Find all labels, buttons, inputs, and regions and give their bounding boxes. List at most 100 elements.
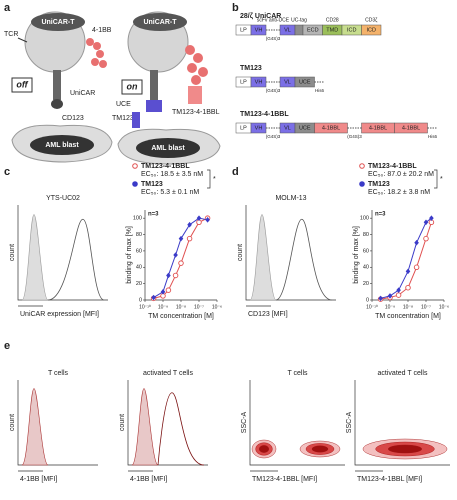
axis [144, 210, 217, 301]
y-axis-label: SSC-A [241, 411, 248, 433]
x-axis-label: TM123-4-1BBL [MFI] [357, 476, 422, 483]
x-axis-label: UniCAR expression [MFI] [20, 311, 99, 318]
legend-marker [359, 163, 365, 169]
point [205, 217, 210, 223]
legend-marker [132, 163, 138, 169]
x-tick-label: 10⁻⁷ [421, 304, 431, 310]
legend-marker [359, 181, 365, 187]
x-tick-label: 10⁻⁹ [385, 304, 395, 310]
density-contour [311, 445, 329, 453]
point [151, 294, 156, 301]
point [187, 221, 192, 228]
segment-label: LP [240, 125, 247, 131]
density-contour [259, 445, 270, 453]
plot-title: T cells [287, 370, 308, 377]
y-tick-label: 0 [139, 297, 142, 303]
point [395, 292, 402, 298]
y-axis-label: count [119, 414, 126, 431]
y-tick-label: 40 [363, 265, 369, 271]
segment-label: TMD [326, 27, 338, 33]
y-tick-label: 40 [136, 265, 142, 271]
plot-title: T cells [48, 370, 69, 377]
point [405, 268, 411, 275]
segment-label: VL [284, 125, 291, 131]
segment-label: LP [240, 27, 247, 33]
x-axis-label: CD123 [MFI] [248, 311, 288, 318]
bracket [207, 169, 211, 189]
legend-marker [132, 181, 138, 187]
segment [361, 24, 382, 36]
state-label: off [16, 79, 28, 89]
curve [153, 217, 208, 298]
panel-label: b [232, 2, 239, 14]
y-tick-label: 80 [363, 232, 369, 238]
pointer [17, 37, 28, 43]
tm-module [146, 100, 162, 112]
cell-label: AML blast [151, 145, 185, 152]
y-axis-label: count [9, 414, 16, 431]
y-axis-label: count [237, 244, 244, 261]
construct-name: 28/ζ UniCAR [240, 13, 281, 20]
axis [249, 380, 345, 466]
density-contour [388, 444, 423, 454]
segment-label: ICD [367, 27, 377, 33]
point [196, 215, 202, 221]
construct-name: TM123 [240, 65, 262, 72]
x-tick-label: 10⁻¹⁰ [366, 304, 378, 310]
y-tick-label: 0 [366, 297, 369, 303]
cell-label-bg [133, 13, 187, 31]
legend-label: TM123 [141, 181, 163, 188]
curve [153, 217, 208, 299]
y-axis-label: SSC-A [346, 411, 353, 433]
point [429, 215, 434, 221]
linker-label: (G4S)3 [266, 134, 281, 139]
point [396, 287, 401, 293]
label: 4-1BB [92, 27, 112, 34]
point [186, 235, 193, 242]
nucleus [30, 135, 94, 155]
unicar-receptor [51, 99, 63, 109]
point [166, 272, 171, 279]
segment-label: 4-1BBL [402, 125, 420, 131]
x-tick-label: 10⁻⁶ [212, 304, 222, 310]
linker-label: His6 [428, 134, 437, 139]
bracket [434, 169, 438, 189]
x-tick-label: 10⁻¹⁰ [139, 304, 151, 310]
point [414, 239, 419, 246]
nucleus [136, 138, 200, 158]
histogram-control [21, 388, 49, 466]
axis [354, 380, 450, 466]
legend-label: TM123-4-1BBL [141, 163, 190, 170]
y-tick-label: 20 [363, 281, 369, 287]
x-tick-label: 10⁻⁸ [176, 304, 186, 310]
label: TM123-4-1BBL [172, 109, 220, 116]
point [173, 252, 178, 258]
y-tick-label: 80 [136, 232, 142, 238]
plot-title: activated T cells [378, 370, 428, 377]
y-tick-label: 60 [136, 248, 142, 254]
x-axis-label: TM concentration [M] [375, 313, 441, 320]
legend-label: TM123-4-1BBL [368, 163, 417, 170]
receptor-beads [185, 45, 208, 85]
construct-name: TM123-4-1BBL [240, 111, 289, 118]
significance: * [213, 176, 216, 183]
unicar-receptor [150, 70, 158, 100]
cell-label: AML blast [45, 142, 79, 149]
point [172, 272, 179, 279]
panel-label: c [4, 166, 10, 178]
legend-label: TM123 [368, 181, 390, 188]
linker-label: (G4S)3 [266, 88, 281, 93]
point [165, 287, 172, 293]
histogram-control [249, 214, 277, 301]
segment-label: VH [255, 79, 263, 85]
x-tick-label: 10⁻⁹ [158, 304, 168, 310]
segment-label: VH [255, 27, 263, 33]
x-tick-label: 10⁻⁷ [194, 304, 204, 310]
tm-module [188, 86, 202, 104]
segment-label: LP [240, 79, 247, 85]
panel-label: e [4, 340, 10, 352]
segment-label: ICD [347, 27, 357, 33]
x-axis-label: TM123-4-1BBL [MFI] [252, 476, 317, 483]
point [405, 284, 411, 291]
